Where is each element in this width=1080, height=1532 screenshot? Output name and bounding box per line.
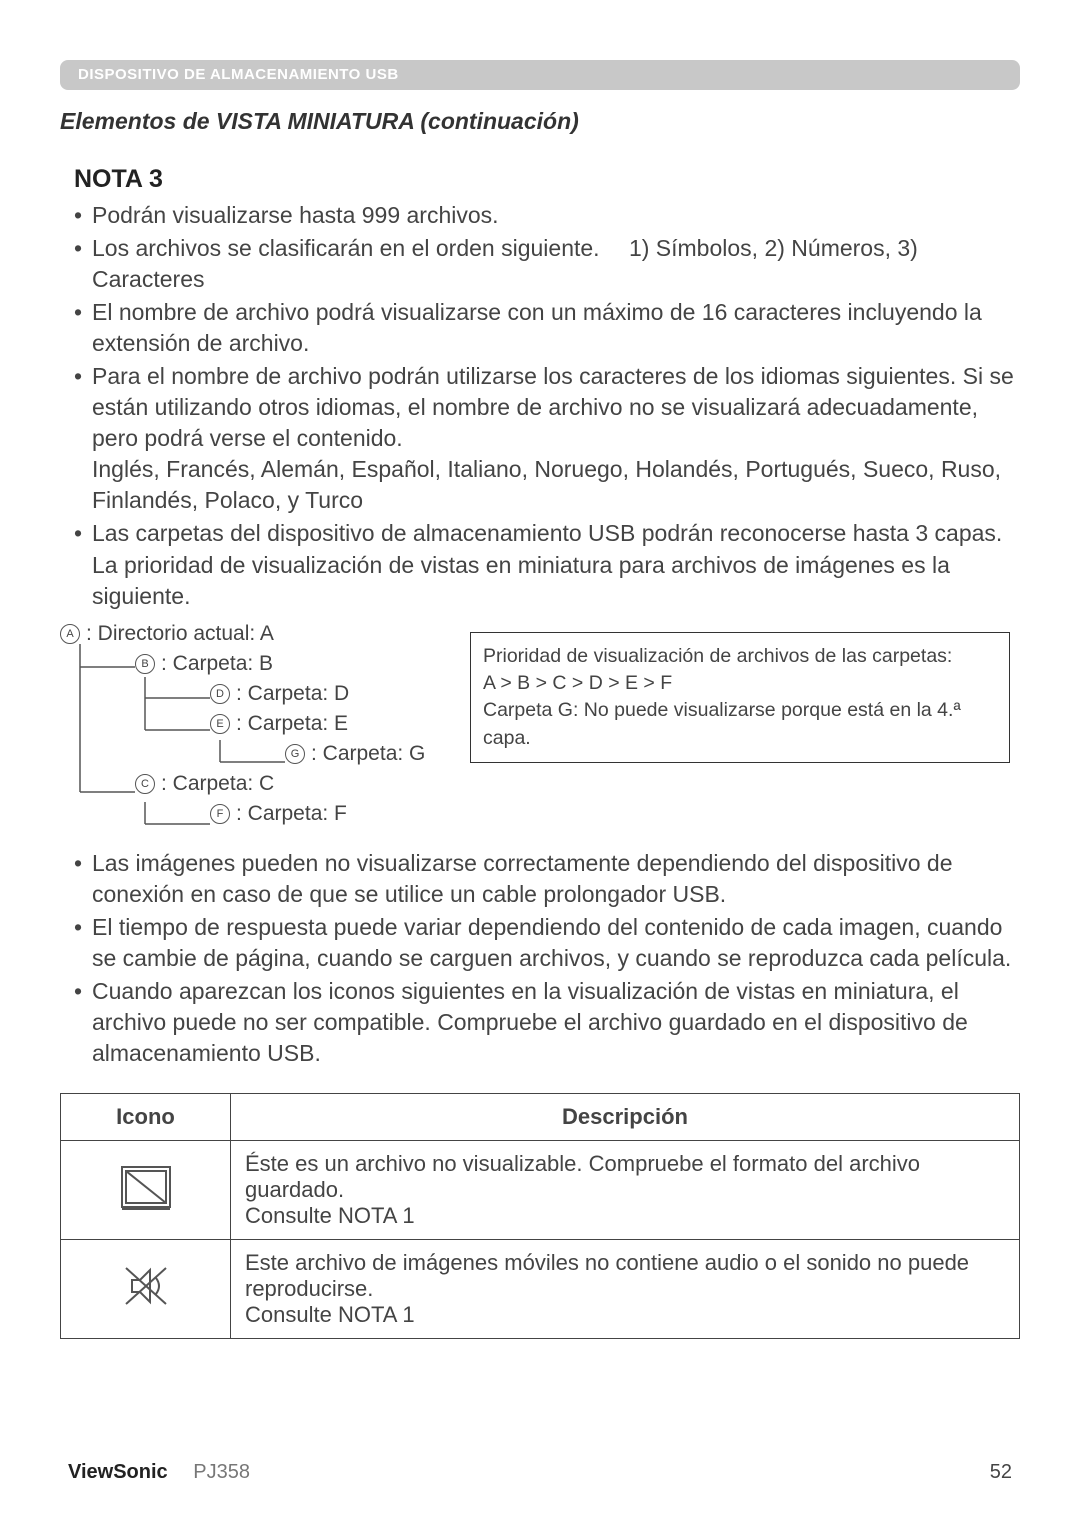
table-header: Icono <box>61 1093 231 1140</box>
list-item: Los archivos se clasificarán en el orden… <box>74 233 1020 295</box>
list-item: Las imágenes pueden no visualizarse corr… <box>74 848 1020 910</box>
footer-page: 52 <box>990 1461 1012 1484</box>
icon-cell <box>61 1140 231 1239</box>
folder-tree: A: Directorio actual: A B: Carpeta: B D:… <box>60 622 460 832</box>
table-desc: Este archivo de imágenes móviles no cont… <box>231 1239 1020 1338</box>
list-item-text: El tiempo de respuesta puede variar depe… <box>92 914 1011 971</box>
list-item-text: Los archivos se clasificarán en el orden… <box>92 235 918 292</box>
list-item-text: El nombre de archivo podrá visualizarse … <box>92 299 982 356</box>
list-item-text: Las imágenes pueden no visualizarse corr… <box>92 850 953 907</box>
footer-model: PJ358 <box>193 1461 250 1483</box>
list-item-text: Podrán visualizarse hasta 999 archivos. <box>92 202 499 228</box>
list-item-text: Cuando aparezcan los iconos siguientes e… <box>92 978 968 1066</box>
nota-title: NOTA 3 <box>74 165 1020 194</box>
table-desc: Éste es un archivo no visualizable. Comp… <box>231 1140 1020 1239</box>
priority-box: Prioridad de visualización de archivos d… <box>470 632 1010 763</box>
page-subtitle: Elementos de VISTA MINIATURA (continuaci… <box>60 108 1020 135</box>
priority-line: Prioridad de visualización de archivos d… <box>483 643 997 670</box>
audio-not-playable-icon <box>118 1260 174 1312</box>
list-item: Las carpetas del dispositivo de almacena… <box>74 518 1020 611</box>
priority-line: Carpeta G: No puede visualizarse porque … <box>483 697 997 752</box>
list-item: El nombre de archivo podrá visualizarse … <box>74 297 1020 359</box>
icon-table: Icono Descripción Éste es un archivo no … <box>60 1093 1020 1339</box>
table-row: Este archivo de imágenes móviles no cont… <box>61 1239 1020 1338</box>
bullet-list-bottom: Las imágenes pueden no visualizarse corr… <box>74 848 1020 1069</box>
list-item-text: Las carpetas del dispositivo de almacena… <box>92 520 1002 608</box>
table-desc-text: Este archivo de imágenes móviles no cont… <box>245 1250 969 1327</box>
page-footer: ViewSonic PJ358 52 <box>68 1461 1012 1484</box>
list-item-text: Para el nombre de archivo podrán utiliza… <box>92 363 1014 513</box>
list-item: Cuando aparezcan los iconos siguientes e… <box>74 976 1020 1069</box>
list-item: Podrán visualizarse hasta 999 archivos. <box>74 200 1020 231</box>
priority-line: A > B > C > D > E > F <box>483 670 997 697</box>
section-header-text: DISPOSITIVO DE ALMACENAMIENTO USB <box>78 66 399 83</box>
table-header: Descripción <box>231 1093 1020 1140</box>
icon-cell <box>61 1239 231 1338</box>
list-item: El tiempo de respuesta puede variar depe… <box>74 912 1020 974</box>
bullet-list-top: Podrán visualizarse hasta 999 archivos. … <box>74 200 1020 612</box>
file-not-viewable-icon <box>118 1161 174 1213</box>
table-desc-text: Éste es un archivo no visualizable. Comp… <box>245 1151 920 1228</box>
footer-brand: ViewSonic <box>68 1461 168 1483</box>
table-row: Éste es un archivo no visualizable. Comp… <box>61 1140 1020 1239</box>
list-item: Para el nombre de archivo podrán utiliza… <box>74 361 1020 516</box>
section-header-bar: DISPOSITIVO DE ALMACENAMIENTO USB <box>60 60 1020 90</box>
tree-connector-lines <box>60 622 460 842</box>
